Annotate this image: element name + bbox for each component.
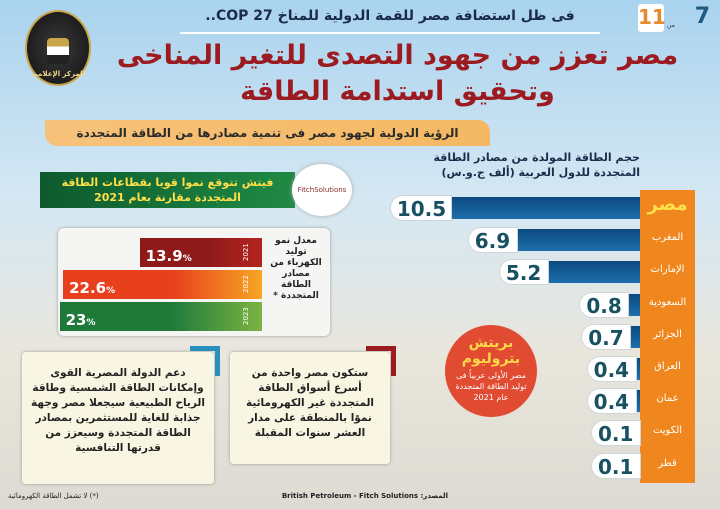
chart-title: حجم الطاقة المولدة من مصادر الطاقة المتج…	[433, 151, 641, 179]
bp-text-1: مصر الأولى عربياً فى	[456, 371, 526, 380]
bp-circle: بريتش بتروليوم مصر الأولى عربياً فى توليد…	[445, 325, 537, 417]
note-card-support: دعم الدولة المصرية القوى وإمكانات الطاقة…	[22, 346, 220, 484]
country-label: الجزائر	[653, 328, 682, 340]
total-pages: 11	[638, 4, 666, 32]
country-label: قطر	[658, 457, 677, 469]
value-label: 0.4	[586, 356, 637, 382]
footnote: (*) لا تشمل الطاقة الكهرومائية	[8, 492, 99, 500]
corner-accent	[190, 346, 220, 376]
note-text: ستكون مصر واحدة من أسرع أسواق الطاقة الم…	[245, 367, 375, 439]
title-line-1: مصر تعزز من جهود التصدى للتغير المناخى	[116, 40, 679, 71]
value-label: 0.4	[586, 388, 637, 415]
country-label: السعودية	[648, 296, 687, 308]
bp-text-3: عام 2021	[473, 393, 509, 402]
year-label: 2023	[242, 307, 250, 326]
source-label: المصدر:	[420, 492, 449, 500]
value-label: 22.6	[69, 279, 107, 297]
fitch-header-line-1: فيتش تتوقع نموا قويا بقطاعات الطاقة	[61, 176, 274, 189]
bp-title: بريتش بتروليوم	[461, 335, 521, 367]
growth-bar: 13.9%	[139, 238, 262, 267]
country-labels-column	[640, 190, 695, 483]
note-card-markets: ستكون مصر واحدة من أسرع أسواق الطاقة الم…	[230, 346, 396, 464]
growth-bar: 23%	[59, 302, 262, 331]
eagle-emblem-icon	[47, 38, 69, 64]
value-label: 10.5	[389, 195, 452, 221]
title-line-2: وتحقيق استدامة الطاقة	[240, 76, 555, 107]
corner-accent	[366, 346, 396, 376]
bar	[513, 229, 640, 252]
value-label: 0.8	[579, 291, 630, 318]
section-banner: الرؤية الدولية لجهود مصر فى تنمية مصادره…	[45, 120, 490, 146]
fitch-logo: FitchSolutions	[292, 164, 352, 216]
country-label: عمان	[656, 393, 679, 405]
fitch-header: فيتش تتوقع نموا قويا بقطاعات الطاقة المتج…	[40, 172, 295, 208]
value-label: 5.2	[498, 259, 549, 286]
country-label: العراق	[654, 361, 681, 372]
value-label: 23	[65, 311, 87, 329]
bar	[447, 197, 640, 219]
fitch-header-line-2: المتجددة مقارنة بعام 2021	[94, 191, 241, 204]
page-title: مصر تعزز من جهود التصدى للتغير المناخى وت…	[95, 38, 700, 110]
country-label: مصر	[647, 194, 688, 215]
country-label: الكويت	[652, 425, 683, 437]
bar	[625, 293, 640, 316]
bp-text-2: توليد الطاقة المتجددة	[455, 382, 527, 391]
subtitle: فى ظل استضافة مصر للقمة الدولية للمناخ C…	[205, 8, 575, 24]
year-label: 2021	[242, 243, 250, 262]
unit: %	[106, 286, 116, 296]
year-label: 2022	[242, 275, 250, 294]
unit: %	[182, 254, 192, 264]
logo-text: المركز الإعلامى	[30, 70, 86, 78]
country-label: المغرب	[651, 232, 684, 244]
page-number: 7	[694, 4, 710, 29]
bar	[544, 261, 640, 284]
source-text: British Petroleum - Fitch Solutions	[281, 492, 419, 500]
value-label: 13.9	[145, 247, 183, 265]
value-label: 0.7	[581, 323, 632, 350]
country-label: الإمارات	[650, 264, 685, 276]
of-label: من	[667, 22, 675, 29]
growth-chart-title: معدل نمو توليد الكهرباء من مصادر الطاقة …	[270, 236, 322, 301]
unit: %	[86, 318, 96, 328]
media-center-logo: المركز الإعلامى	[25, 10, 91, 86]
growth-bar: 22.6%	[63, 270, 262, 299]
note-text: دعم الدولة المصرية القوى وإمكانات الطاقة…	[31, 367, 205, 454]
source: المصدر: British Petroleum - Fitch Soluti…	[282, 492, 448, 500]
divider	[180, 32, 600, 34]
value-label: 6.9	[467, 227, 518, 254]
value-label: 0.1	[591, 452, 641, 479]
value-label: 0.1	[591, 420, 641, 447]
